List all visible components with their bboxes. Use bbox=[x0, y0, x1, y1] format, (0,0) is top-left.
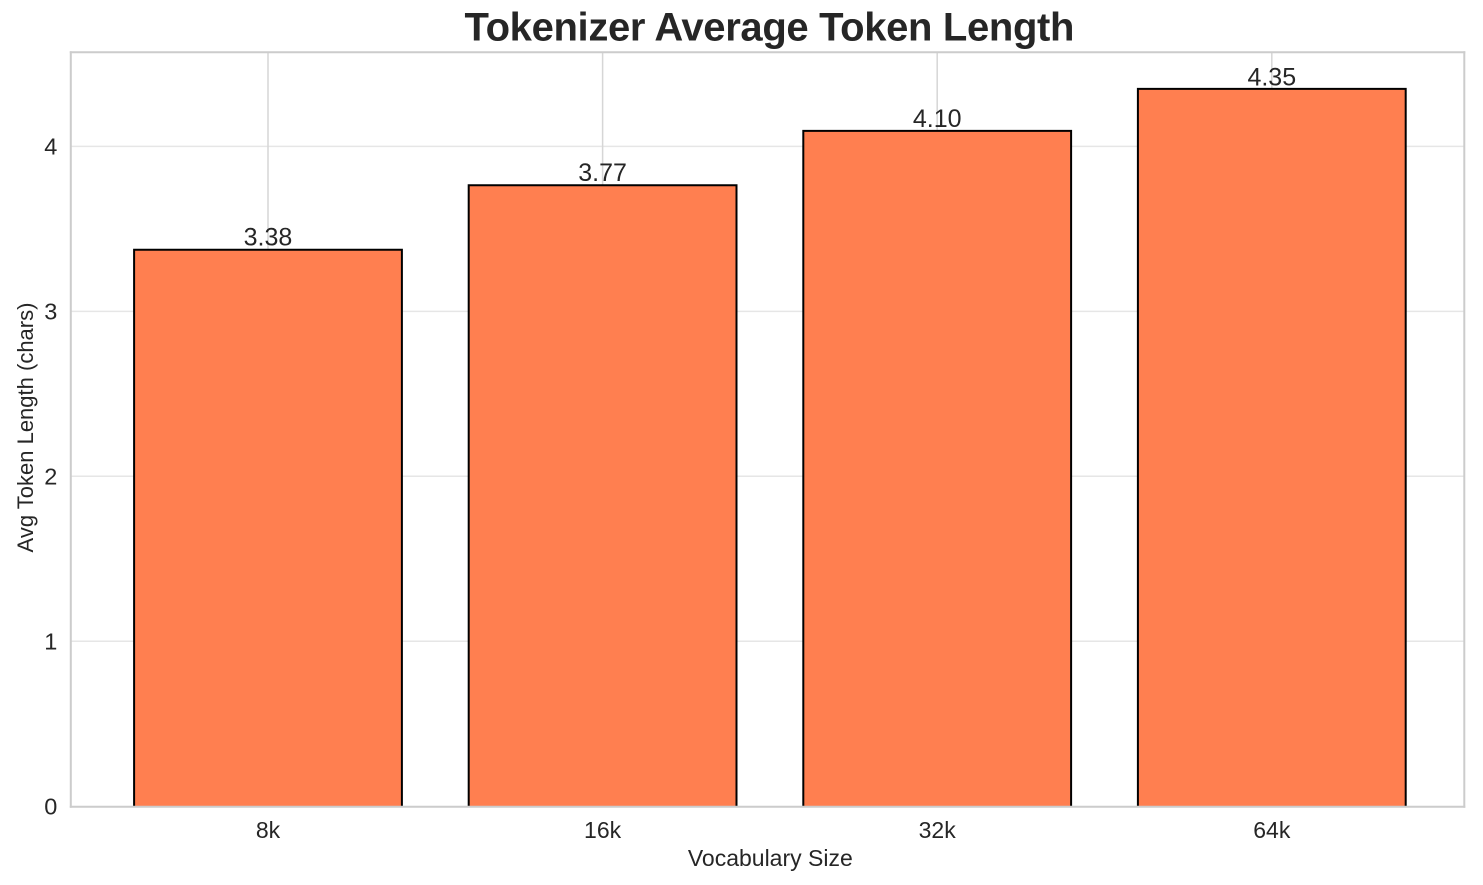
svg-text:Vocabulary Size: Vocabulary Size bbox=[688, 845, 853, 871]
svg-text:8k: 8k bbox=[256, 817, 281, 843]
svg-text:1: 1 bbox=[44, 629, 57, 655]
svg-text:Avg Token Length (chars): Avg Token Length (chars) bbox=[13, 303, 38, 553]
svg-text:3.77: 3.77 bbox=[578, 159, 627, 187]
svg-text:3: 3 bbox=[44, 299, 57, 325]
svg-text:64k: 64k bbox=[1253, 817, 1291, 843]
svg-text:4: 4 bbox=[44, 134, 57, 160]
svg-text:4.10: 4.10 bbox=[913, 105, 962, 133]
svg-text:16k: 16k bbox=[584, 817, 622, 843]
svg-text:2: 2 bbox=[44, 464, 57, 490]
svg-text:4.35: 4.35 bbox=[1247, 64, 1296, 92]
svg-text:Tokenizer Average Token Length: Tokenizer Average Token Length bbox=[464, 6, 1074, 50]
svg-text:3.38: 3.38 bbox=[244, 224, 293, 252]
svg-text:32k: 32k bbox=[919, 817, 957, 843]
svg-text:0: 0 bbox=[44, 794, 57, 820]
